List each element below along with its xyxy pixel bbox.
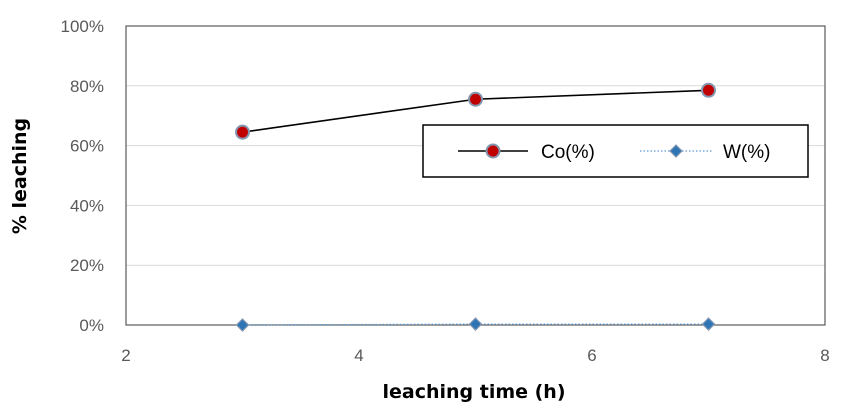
series-group: [235, 82, 716, 332]
x-tick-label: 2: [121, 346, 130, 365]
x-tick-label: 4: [354, 346, 363, 365]
series-line: [242, 323, 709, 326]
y-tick-label: 100%: [61, 17, 104, 36]
series-2: [235, 317, 716, 332]
legend-marker-co: [485, 143, 501, 159]
legend-label-w: W(%): [723, 142, 770, 163]
y-tick-label: 60%: [70, 137, 104, 156]
y-tick-labels: 0% 20% 40% 60% 80% 100%: [61, 17, 104, 335]
data-point: [235, 318, 250, 332]
data-point: [235, 124, 250, 140]
y-tick-label: 0%: [79, 316, 104, 335]
legend-item-w: W(%): [640, 142, 770, 163]
data-point: [701, 317, 716, 331]
data-point: [701, 82, 716, 98]
data-point: [468, 91, 483, 107]
legend: Co(%) W(%): [422, 124, 809, 178]
y-tick-label: 40%: [70, 196, 104, 215]
y-tick-label: 80%: [70, 77, 104, 96]
legend-label-co: Co(%): [541, 142, 595, 163]
x-tick-labels: 2 4 6 8: [121, 346, 829, 365]
x-axis-title: leaching time (h): [382, 381, 565, 403]
legend-item-co: Co(%): [458, 142, 595, 163]
y-axis-title: % leaching: [9, 118, 31, 234]
y-tick-label: 20%: [70, 256, 104, 275]
x-tick-label: 6: [587, 346, 596, 365]
series-1: [235, 82, 716, 140]
legend-marker-w: [669, 144, 683, 158]
data-point: [468, 317, 483, 331]
x-tick-label: 8: [820, 346, 829, 365]
